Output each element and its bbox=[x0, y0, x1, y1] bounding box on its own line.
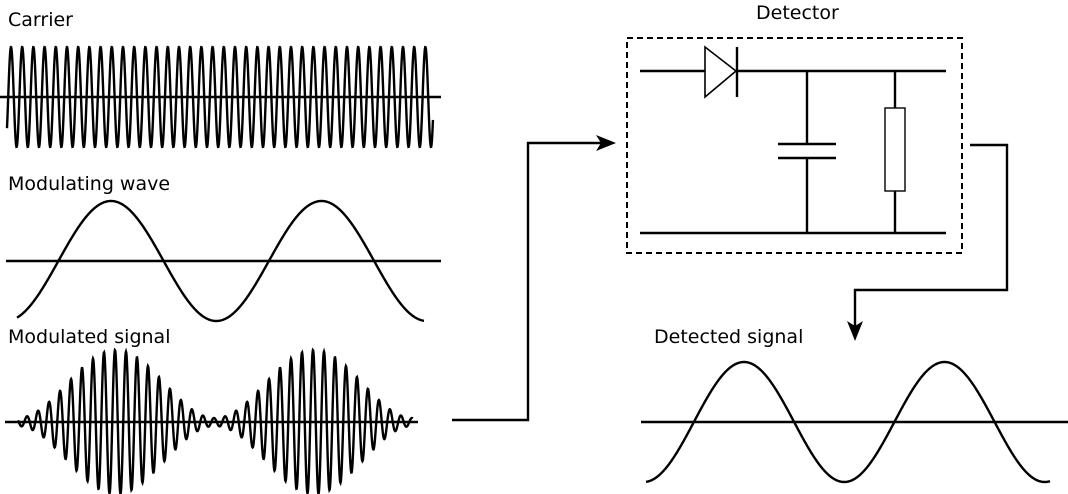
modulating-wave bbox=[16, 199, 425, 323]
output-arrow-icon bbox=[847, 321, 863, 341]
resistor-icon bbox=[884, 107, 906, 192]
modulating-wave-label: Modulating wave bbox=[8, 173, 170, 195]
detected-wave bbox=[645, 360, 1051, 484]
input-arrow-icon bbox=[596, 135, 616, 151]
detector-box bbox=[626, 37, 963, 254]
detector-circuit bbox=[640, 45, 946, 235]
input-connector bbox=[452, 141, 603, 422]
modulated-signal-label: Modulated signal bbox=[8, 326, 170, 348]
diode-icon bbox=[704, 45, 738, 99]
carrier-label: Carrier bbox=[8, 9, 73, 31]
modulated-wave bbox=[16, 347, 414, 494]
output-connector bbox=[853, 143, 1009, 328]
carrier-wave bbox=[5, 45, 435, 149]
detector-label: Detector bbox=[756, 2, 839, 24]
detected-signal-label: Detected signal bbox=[654, 326, 803, 348]
